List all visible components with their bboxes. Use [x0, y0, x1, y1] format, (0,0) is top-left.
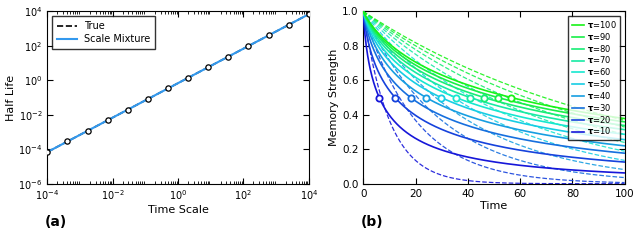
True: [223, 56, 230, 59]
True: [252, 41, 260, 43]
Text: (a): (a): [45, 215, 67, 229]
True: [248, 43, 255, 46]
Y-axis label: Memory Strength: Memory Strength: [329, 49, 339, 146]
True: [44, 151, 51, 153]
Text: (b): (b): [361, 215, 383, 229]
Legend: $\bf{\tau}$=100, $\bf{\tau}$=90, $\bf{\tau}$=80, $\bf{\tau}$=70, $\bf{\tau}$=60,: $\bf{\tau}$=100, $\bf{\tau}$=90, $\bf{\t…: [568, 16, 620, 140]
Scale Mixture: [252, 41, 260, 43]
True: [159, 90, 166, 93]
X-axis label: Time: Time: [480, 201, 508, 211]
True: [305, 13, 312, 16]
Scale Mixture: [70, 137, 78, 139]
Scale Mixture: [305, 13, 312, 16]
True: [70, 137, 78, 139]
Line: Scale Mixture: Scale Mixture: [47, 14, 308, 152]
Scale Mixture: [159, 90, 166, 93]
Scale Mixture: [44, 151, 51, 153]
Legend: True, Scale Mixture: True, Scale Mixture: [52, 16, 156, 49]
Scale Mixture: [149, 95, 157, 98]
Scale Mixture: [223, 56, 230, 59]
Y-axis label: Half Life: Half Life: [6, 75, 15, 121]
X-axis label: Time Scale: Time Scale: [148, 205, 209, 215]
Line: True: True: [47, 14, 308, 152]
True: [149, 95, 157, 98]
Scale Mixture: [248, 43, 255, 46]
